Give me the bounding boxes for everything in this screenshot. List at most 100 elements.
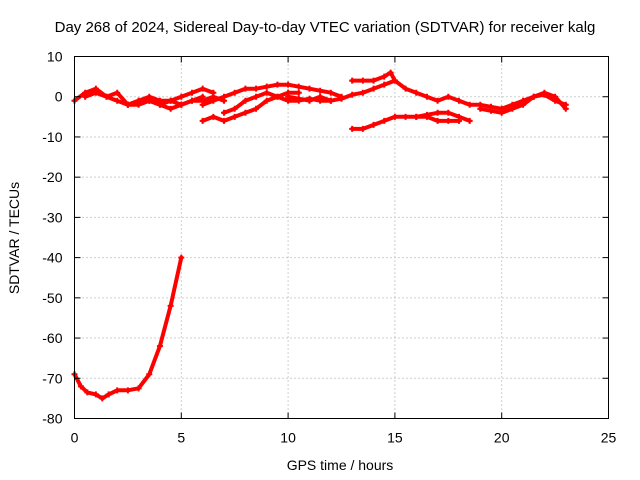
y-tick-label: -50: [42, 290, 62, 306]
data-point: [221, 93, 228, 100]
data-point: [370, 85, 377, 92]
y-tick-label: -80: [42, 411, 62, 427]
y-tick-label: 10: [47, 49, 63, 65]
data-point: [359, 125, 366, 132]
data-point: [423, 113, 430, 120]
series-track-l: [477, 89, 569, 116]
data-point: [306, 97, 313, 104]
data-point: [263, 97, 270, 104]
x-tick-label: 10: [280, 430, 296, 446]
plot-frame: [74, 56, 609, 419]
data-point: [434, 109, 441, 116]
data-point: [466, 117, 473, 124]
data-point: [167, 302, 174, 309]
data-point: [413, 89, 420, 96]
data-point: [562, 105, 569, 112]
data-point: [445, 117, 452, 124]
series-line: [200, 90, 301, 123]
data-point: [391, 77, 398, 84]
data-point: [231, 89, 238, 96]
x-ticks: 0 5 10 15 20 25: [71, 56, 617, 446]
series-line: [125, 94, 226, 111]
x-tick-label: 25: [601, 430, 617, 446]
data-point: [253, 105, 260, 112]
series-track-j: [413, 113, 462, 124]
y-ticks: -80 -70 -60 -50 -40 -30 -20 -10 0 10: [42, 49, 609, 427]
data-point: [295, 95, 302, 102]
series-track-e: [199, 89, 302, 124]
data-point: [114, 387, 121, 394]
data-point: [498, 109, 505, 116]
x-tick-label: 20: [494, 430, 510, 446]
data-point: [370, 121, 377, 128]
data-point: [274, 81, 281, 88]
data-point: [178, 254, 185, 261]
y-tick-label: -30: [42, 209, 62, 225]
data-point: [231, 113, 238, 120]
data-point: [370, 77, 377, 84]
data-point: [530, 93, 537, 100]
data-point: [317, 93, 324, 100]
data-point: [156, 101, 163, 108]
data-point: [167, 105, 174, 112]
data-point: [156, 343, 163, 350]
data-point: [199, 85, 206, 92]
data-point: [434, 117, 441, 124]
data-point: [434, 97, 441, 104]
x-tick-label: 5: [177, 430, 185, 446]
data-point: [359, 77, 366, 84]
y-axis-label: SDTVAR / TECUs: [6, 182, 22, 294]
data-point: [178, 101, 185, 108]
y-tick-label: -70: [42, 370, 62, 386]
data-point: [92, 89, 99, 96]
data-point: [455, 97, 462, 104]
data-point: [541, 89, 548, 96]
data-point: [402, 113, 409, 120]
chart-title: Day 268 of 2024, Sidereal Day-to-day VTE…: [55, 19, 596, 36]
data-point: [103, 93, 110, 100]
data-point: [82, 93, 89, 100]
data-point: [285, 93, 292, 100]
data-point: [381, 81, 388, 88]
series-track-c: [124, 93, 228, 112]
data-point: [135, 385, 142, 392]
series-layer: [71, 69, 569, 402]
data-point: [263, 83, 270, 90]
data-point: [114, 97, 121, 104]
data-point: [413, 113, 420, 120]
data-point: [114, 89, 121, 96]
data-point: [210, 97, 217, 104]
data-point: [124, 387, 131, 394]
data-point: [295, 89, 302, 96]
data-point: [520, 101, 527, 108]
series-track-f: [199, 81, 345, 108]
data-point: [84, 389, 91, 396]
series-line: [72, 255, 184, 401]
x-tick-label: 15: [387, 430, 403, 446]
data-point: [387, 69, 394, 76]
data-point: [402, 85, 409, 92]
series-track-k: [349, 69, 569, 112]
data-point: [552, 93, 559, 100]
data-point: [455, 117, 462, 124]
data-point: [317, 87, 324, 94]
y-tick-label: -60: [42, 330, 62, 346]
data-point: [306, 85, 313, 92]
data-point: [381, 73, 388, 80]
data-point: [124, 101, 131, 108]
series-track-d: [71, 254, 185, 402]
data-point: [327, 89, 334, 96]
data-point: [509, 105, 516, 112]
data-point: [274, 93, 281, 100]
data-point: [445, 109, 452, 116]
data-point: [178, 93, 185, 100]
y-tick-label: -40: [42, 250, 62, 266]
data-point: [242, 97, 249, 104]
data-point: [210, 113, 217, 120]
data-point: [253, 85, 260, 92]
data-point: [263, 89, 270, 96]
data-point: [381, 117, 388, 124]
data-point: [285, 81, 292, 88]
y-tick-label: -10: [42, 129, 62, 145]
